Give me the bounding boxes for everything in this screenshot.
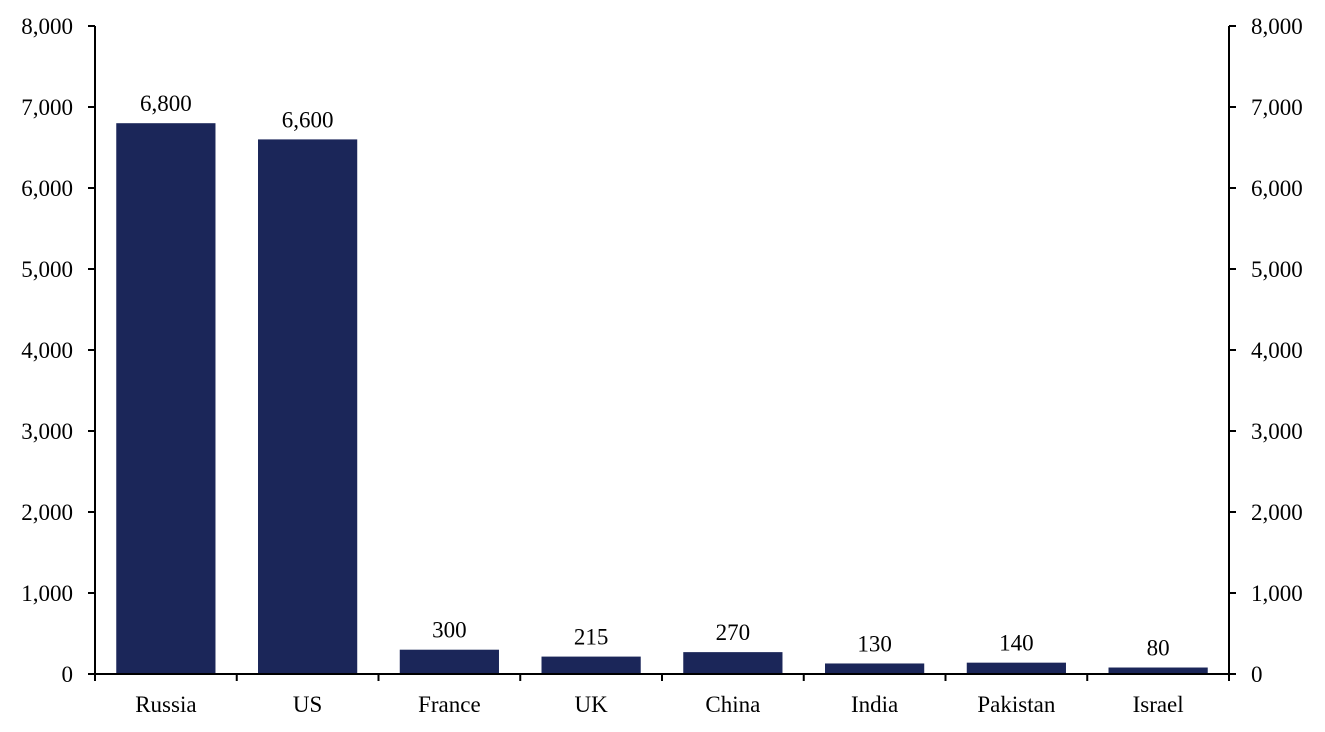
data-label-china: 270 bbox=[716, 620, 751, 645]
y-tick-label-left-2000: 2,000 bbox=[21, 500, 73, 525]
bars-group bbox=[116, 123, 1208, 674]
bar-pakistan bbox=[966, 662, 1066, 674]
ticks-group bbox=[88, 25, 1236, 681]
x-tick-label-china: China bbox=[705, 692, 760, 717]
bar-china bbox=[683, 652, 783, 674]
y-tick-label-right-8000: 8,000 bbox=[1251, 14, 1303, 39]
y-tick-label-left-7000: 7,000 bbox=[21, 95, 73, 120]
y-tick-label-right-6000: 6,000 bbox=[1251, 176, 1303, 201]
data-labels-group: 6,800 6,600 300 215 270 130 140 80 bbox=[140, 91, 1170, 660]
y-tick-label-left-8000: 8,000 bbox=[21, 14, 73, 39]
y-tick-label-right-1000: 1,000 bbox=[1251, 581, 1303, 606]
tick-labels-group: Russia US France UK China India Pakistan Israel… bbox=[21, 14, 1303, 717]
bar-france bbox=[399, 649, 499, 674]
y-tick-label-left-5000: 5,000 bbox=[21, 257, 73, 282]
y-tick-label-right-5000: 5,000 bbox=[1251, 257, 1303, 282]
y-tick-label-right-2000: 2,000 bbox=[1251, 500, 1303, 525]
data-label-india: 130 bbox=[857, 631, 892, 656]
bar-uk bbox=[541, 656, 641, 674]
y-tick-label-left-6000: 6,000 bbox=[21, 176, 73, 201]
x-tick-label-france: France bbox=[418, 692, 481, 717]
y-tick-label-left-3000: 3,000 bbox=[21, 419, 73, 444]
data-label-uk: 215 bbox=[574, 625, 609, 650]
data-label-israel: 80 bbox=[1147, 636, 1170, 661]
data-label-us: 6,600 bbox=[282, 107, 334, 132]
bar-us bbox=[258, 139, 358, 674]
bar-russia bbox=[116, 123, 216, 674]
y-tick-label-left-0: 0 bbox=[62, 662, 74, 687]
x-tick-label-uk: UK bbox=[575, 692, 609, 717]
x-tick-label-russia: Russia bbox=[135, 692, 196, 717]
x-tick-label-us: US bbox=[293, 692, 322, 717]
bar-israel bbox=[1108, 667, 1208, 674]
y-tick-label-left-4000: 4,000 bbox=[21, 338, 73, 363]
y-tick-label-right-3000: 3,000 bbox=[1251, 419, 1303, 444]
x-tick-label-india: India bbox=[851, 692, 898, 717]
bar-india bbox=[825, 663, 925, 674]
x-tick-label-israel: Israel bbox=[1133, 692, 1184, 717]
y-tick-label-right-7000: 7,000 bbox=[1251, 95, 1303, 120]
y-tick-label-left-1000: 1,000 bbox=[21, 581, 73, 606]
y-tick-label-right-4000: 4,000 bbox=[1251, 338, 1303, 363]
x-tick-label-pakistan: Pakistan bbox=[977, 692, 1055, 717]
data-label-france: 300 bbox=[432, 618, 467, 643]
data-label-pakistan: 140 bbox=[999, 631, 1034, 656]
data-label-russia: 6,800 bbox=[140, 91, 192, 116]
y-tick-label-right-0: 0 bbox=[1251, 662, 1263, 687]
